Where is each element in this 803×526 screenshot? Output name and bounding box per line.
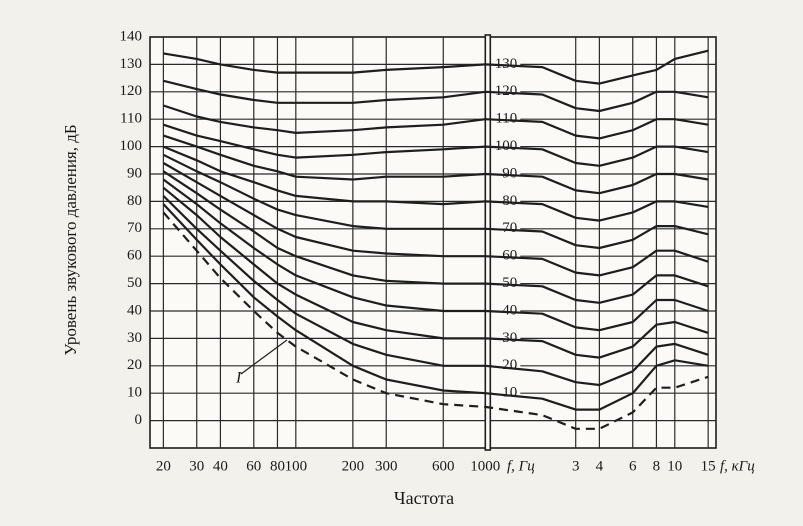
x-tick-label: 40 <box>213 458 228 474</box>
y-tick-label: 100 <box>120 138 143 154</box>
y-axis-label: Уровень звукового давления, дБ <box>61 124 80 355</box>
y-tick-label: 10 <box>127 385 142 401</box>
x-tick-label: 4 <box>596 458 604 474</box>
y-tick-label: 40 <box>127 302 142 318</box>
x-tick-label: 20 <box>156 458 171 474</box>
x-unit-right: f, кГц <box>720 458 755 474</box>
y2-tick-label: 60 <box>502 248 517 264</box>
contour-line <box>162 186 709 359</box>
contour-line <box>163 79 709 113</box>
y-tick-label: 0 <box>135 412 143 428</box>
contour-line <box>163 123 709 167</box>
y-tick-label: 80 <box>127 193 142 209</box>
contour-line <box>162 170 709 304</box>
x-axis-label: Частота <box>394 488 454 508</box>
y2-tick-label: 20 <box>502 357 517 373</box>
y-tick-label: 30 <box>127 330 142 346</box>
y2-tick-label: 80 <box>502 193 517 209</box>
y-tick-label: 110 <box>120 111 142 127</box>
y2-tick-backing <box>492 385 521 402</box>
y-tick-label: 120 <box>120 83 143 99</box>
x-unit-left: f, Гц <box>507 458 535 474</box>
y-tick-label: 60 <box>127 248 142 264</box>
x-tick-label: 100 <box>285 458 308 474</box>
y-tick-label: 140 <box>120 28 143 44</box>
y2-tick-label: 100 <box>495 138 518 154</box>
x-tick-label: 15 <box>701 458 716 474</box>
contour-line <box>162 203 709 411</box>
y2-tick-backing <box>492 357 521 374</box>
y-tick-label: 70 <box>127 220 142 236</box>
x-tick-label: 300 <box>375 458 398 474</box>
x-tick-label: 3 <box>572 458 580 474</box>
x-tick-label: 60 <box>246 458 261 474</box>
y-tick-label: 90 <box>127 165 142 181</box>
y-tick-label: 130 <box>120 56 143 72</box>
contour-line <box>163 49 709 85</box>
y2-tick-label: 90 <box>502 165 517 181</box>
y-tick-label: 50 <box>127 275 142 291</box>
contour-line <box>162 195 709 387</box>
x-tick-label: 1000 <box>470 458 500 474</box>
axis-break <box>484 34 492 451</box>
contour-line <box>162 162 709 277</box>
contour-line <box>162 153 709 250</box>
x-tick-label: 8 <box>653 458 661 474</box>
y2-tick-label: 120 <box>495 83 518 99</box>
y2-tick-label: 10 <box>502 385 517 401</box>
x-tick-label: 200 <box>342 458 365 474</box>
contour-line <box>162 178 709 332</box>
annotation-leader <box>240 339 288 375</box>
plot-area: 0 10 20 30 40 50 60 70 80 90 100 110 120 130 140 20 30 40… <box>120 28 717 474</box>
y2-tick-label: 130 <box>495 56 518 72</box>
x-tick-label: 30 <box>189 458 204 474</box>
y2-tick-label: 30 <box>502 330 517 346</box>
y2-tick-label: 40 <box>502 302 517 318</box>
y-tick-label: 20 <box>127 357 142 373</box>
y2-tick-label: 50 <box>502 275 517 291</box>
contour-line <box>163 104 709 140</box>
x-tick-label: 10 <box>667 458 682 474</box>
x-tick-label: 600 <box>432 458 455 474</box>
contour-line <box>163 134 709 195</box>
x-tick-label: 6 <box>629 458 637 474</box>
threshold-line <box>162 211 709 430</box>
contour-line <box>162 145 709 222</box>
x-tick-label: 80 <box>270 458 285 474</box>
annotation: I <box>235 370 242 387</box>
y2-tick-label: 110 <box>495 111 517 127</box>
y2-tick-label: 70 <box>502 220 517 236</box>
